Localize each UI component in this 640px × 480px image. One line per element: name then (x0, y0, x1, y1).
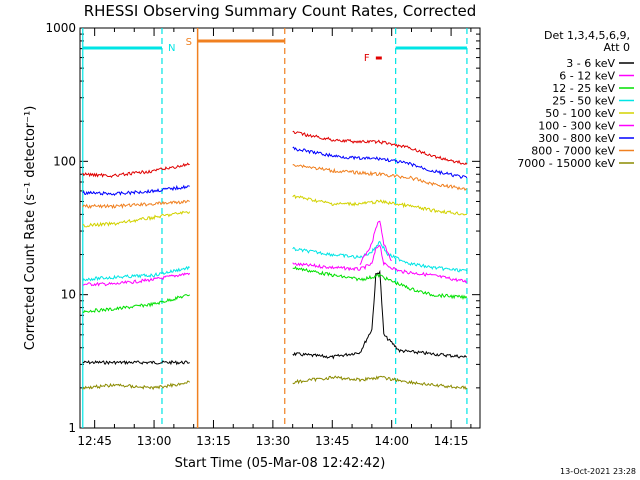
timestamp: 13-Oct-2021 23:28 (560, 467, 636, 476)
series-line-7 (82, 199, 190, 210)
series-line-3 (82, 265, 190, 282)
series-line-3 (292, 240, 468, 273)
x-axis-label: Start Time (05-Mar-08 12:42:42) (175, 456, 386, 471)
series-line-4 (82, 210, 191, 228)
x-tick-label: 13:15 (196, 434, 231, 448)
series-line-8 (292, 375, 468, 390)
plot-frame (79, 27, 481, 429)
legend-label: 12 - 25 keV (552, 82, 615, 95)
night-label: N (168, 43, 175, 54)
chart-title: RHESSI Observing Summary Count Rates, Co… (84, 2, 477, 20)
series-line-0 (82, 359, 190, 366)
series-line-2 (82, 294, 191, 314)
legend-label: 800 - 7000 keV (531, 145, 615, 158)
legend-title-line-1: Det 1,3,4,5,6,9, (544, 29, 630, 42)
x-tick-label: 13:30 (256, 434, 291, 448)
y-axis-label: Corrected Count Rate (s⁻¹ detector⁻¹) (23, 106, 38, 351)
legend-label: 25 - 50 keV (552, 95, 615, 108)
saa-label: S (186, 37, 192, 48)
flare-label: F (364, 53, 370, 64)
legend-label: 7000 - 15000 keV (517, 157, 615, 170)
series-line-6 (82, 184, 190, 196)
x-tick-label: 14:15 (434, 434, 469, 448)
series-line-red (82, 162, 190, 179)
legend-label: 6 - 12 keV (559, 70, 615, 83)
legend-title-line-2: Att 0 (604, 41, 630, 54)
series-line-red (292, 130, 468, 165)
legend-label: 3 - 6 keV (566, 57, 615, 70)
series-line-4 (292, 194, 467, 216)
series-line-5 (359, 220, 392, 266)
y-tick-label: 10 (61, 288, 76, 302)
series-line-1 (82, 272, 191, 287)
series-line-7 (292, 164, 467, 192)
legend-label: 50 - 100 keV (545, 107, 615, 120)
series-line-8 (82, 380, 191, 391)
series-line-1 (292, 244, 468, 284)
x-tick-label: 12:45 (77, 434, 112, 448)
x-tick-label: 13:00 (137, 434, 172, 448)
legend-label: 100 - 300 keV (538, 120, 615, 133)
y-tick-label: 1 (68, 421, 76, 435)
y-tick-label: 100 (53, 154, 76, 168)
series-line-2 (292, 265, 468, 300)
y-tick-label: 1000 (45, 21, 76, 35)
plot-layer: 1 10 100 1000 12:45 13:00 13:15 13:30 13:45 14:00… (45, 21, 634, 448)
legend-label: 300 - 800 keV (538, 132, 615, 145)
series-line-0 (292, 269, 468, 360)
series-line-6 (292, 146, 468, 179)
x-tick-label: 13:45 (315, 434, 350, 448)
x-tick-label: 14:00 (374, 434, 409, 448)
